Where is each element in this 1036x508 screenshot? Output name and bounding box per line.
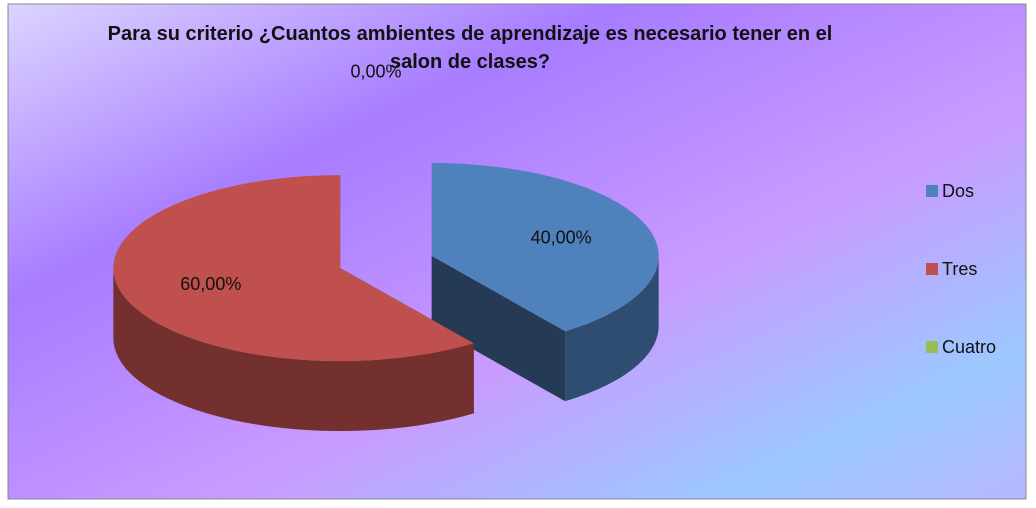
pie-slice-group: 40,00%: [431, 162, 659, 402]
data-label: 40,00%: [531, 227, 592, 247]
legend-label: Dos: [942, 181, 974, 201]
slice-wall: [565, 255, 659, 402]
slice-side: [431, 255, 566, 402]
slice-wall: [113, 268, 474, 432]
pie-slice-group: 60,00%: [113, 175, 474, 432]
legend-swatch: [926, 263, 938, 275]
data-label: 0,00%: [350, 62, 401, 82]
pie-slice-group: 0,00%: [350, 62, 401, 82]
legend-swatch: [926, 341, 938, 353]
chart-title: Para su criterio ¿Cuantos ambientes de a…: [107, 23, 833, 73]
data-label: 60,00%: [180, 274, 241, 294]
pie-slice: [431, 162, 659, 332]
legend-label: Tres: [942, 259, 977, 279]
pie-slice: [113, 175, 474, 362]
legend-label: Cuatro: [942, 337, 996, 357]
legend-swatch: [926, 185, 938, 197]
